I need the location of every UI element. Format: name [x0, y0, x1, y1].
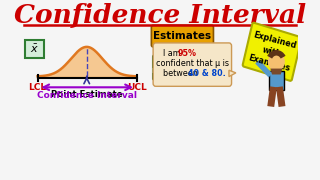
FancyBboxPatch shape	[243, 23, 301, 81]
Text: Confidence Interval: Confidence Interval	[37, 91, 137, 100]
FancyBboxPatch shape	[25, 40, 44, 58]
Polygon shape	[270, 69, 283, 75]
Text: UCL: UCL	[127, 83, 147, 92]
Circle shape	[268, 53, 284, 71]
Text: LCL: LCL	[28, 83, 47, 92]
Text: Explained
with
Examples: Explained with Examples	[246, 30, 298, 73]
Text: $\bar{x}$: $\bar{x}$	[30, 43, 39, 55]
Text: Point Estimate: Point Estimate	[51, 90, 123, 99]
Text: Estimates: Estimates	[153, 31, 212, 41]
FancyBboxPatch shape	[268, 71, 284, 90]
FancyBboxPatch shape	[153, 43, 232, 86]
Text: between: between	[163, 69, 200, 78]
Polygon shape	[229, 70, 236, 77]
FancyBboxPatch shape	[185, 55, 219, 80]
Text: I am: I am	[163, 49, 183, 58]
FancyBboxPatch shape	[153, 55, 186, 80]
Text: Interval
Estimate: Interval Estimate	[184, 61, 220, 74]
Text: Point
Estimate: Point Estimate	[151, 61, 188, 74]
Text: 40 & 80.: 40 & 80.	[188, 69, 226, 78]
FancyBboxPatch shape	[151, 25, 213, 47]
Text: Confidence Interval: Confidence Interval	[14, 3, 306, 28]
Text: 95%: 95%	[178, 49, 197, 58]
Text: confident that μ is: confident that μ is	[156, 59, 229, 68]
